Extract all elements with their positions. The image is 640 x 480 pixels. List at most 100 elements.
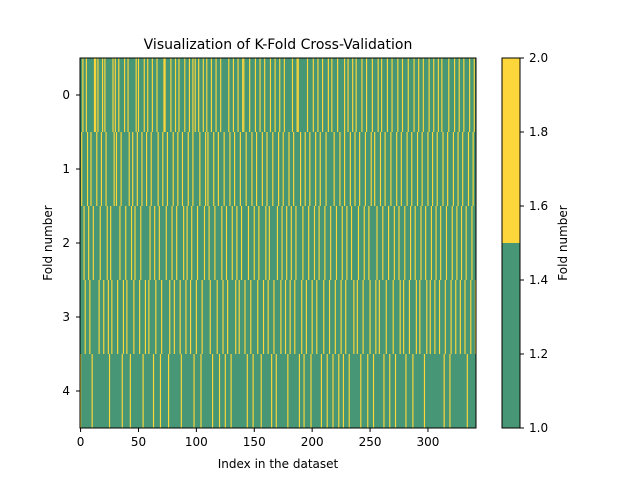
fold-4-cell-25 [108, 354, 111, 428]
fold-1-cell-31 [115, 132, 118, 206]
fold-3-cell-20 [103, 280, 105, 354]
fold-0-cell-113 [210, 58, 212, 132]
fold-0-cell-21 [104, 58, 106, 132]
fold-1-cell-268 [390, 132, 392, 206]
fold-4-cell-223 [338, 354, 340, 428]
fold-2-cell-202 [313, 206, 316, 280]
fold-2-cell-92 [186, 206, 188, 280]
fold-0-cell-121 [220, 58, 222, 132]
fold-4-cell-213 [326, 354, 328, 428]
fold-4-cell-189 [298, 354, 300, 428]
fold-3-cell-302 [429, 280, 431, 354]
fold-0-cell-58 [147, 58, 149, 132]
fold-0-cell-257 [377, 58, 379, 132]
fold-1-cell-300 [427, 132, 429, 206]
fold-1-cell-29 [113, 132, 115, 206]
fold-1-cell-171 [278, 132, 280, 206]
fold-2-cell-139 [240, 206, 243, 280]
fold-0-cell-187 [296, 58, 298, 132]
fold-1-cell-18 [100, 132, 102, 206]
fold-1-cell-152 [256, 132, 258, 206]
fold-1-cell-80 [172, 132, 174, 206]
colorbar-tick-label: 1.8 [529, 125, 548, 139]
fold-0-cell-19 [102, 58, 104, 132]
fold-3-cell-177 [284, 280, 287, 354]
fold-2-cell-303 [430, 206, 432, 280]
fold-3-cell-37 [122, 280, 124, 354]
fold-0-cell-99 [194, 58, 196, 132]
fold-3-cell-16 [98, 280, 100, 354]
fold-0-cell-260 [381, 58, 383, 132]
fold-2-cell-44 [130, 206, 133, 280]
fold-0-cell-82 [174, 58, 177, 132]
fold-2-cell-261 [382, 206, 384, 280]
fold-0-cell-292 [418, 58, 420, 132]
fold-3-cell-77 [169, 280, 171, 354]
fold-2-cell-131 [231, 206, 233, 280]
fold-0-cell-269 [391, 58, 393, 132]
fold-3-cell-46 [133, 280, 135, 354]
fold-0-cell-283 [407, 58, 409, 132]
fold-2-cell-11 [92, 206, 94, 280]
fold-1-cell-241 [359, 132, 361, 206]
colorbar-tick-label: 1.6 [529, 199, 548, 213]
fold-2-cell-150 [253, 206, 255, 280]
fold-3-cell-341 [474, 280, 476, 354]
fold-3-cell-220 [334, 280, 336, 354]
fold-3-cell-225 [340, 280, 342, 354]
fold-3-cell-81 [173, 280, 175, 354]
fold-2-cell-329 [460, 206, 463, 280]
fold-3-cell-118 [216, 280, 218, 354]
fold-1-cell-251 [370, 132, 372, 206]
fold-3-cell-32 [117, 280, 119, 354]
fold-0-cell-136 [237, 58, 239, 132]
fold-4-cell-169 [275, 354, 277, 428]
fold-3-cell-200 [311, 280, 313, 354]
fold-1-cell-110 [207, 132, 209, 206]
y-tick-label: 3 [62, 310, 70, 324]
fold-2-cell-294 [420, 206, 422, 280]
fold-0-cell-15 [97, 58, 99, 132]
heatmap-plot-area [80, 58, 476, 428]
fold-4-cell-248 [367, 354, 369, 428]
fold-0-cell-278 [401, 58, 404, 132]
fold-0-cell-209 [322, 58, 324, 132]
fold-1-cell-295 [421, 132, 423, 206]
fold-2-cell-101 [196, 206, 199, 280]
fold-3-cell-134 [235, 280, 237, 354]
fold-2-cell-197 [308, 206, 310, 280]
fold-0-cell-85 [178, 58, 180, 132]
fold-1-cell-22 [105, 132, 107, 206]
fold-0-cell-38 [124, 58, 126, 132]
fold-3-cell-306 [434, 280, 436, 354]
fold-2-cell-47 [134, 206, 136, 280]
fold-0-cell-274 [397, 58, 399, 132]
fold-0-cell-97 [192, 58, 194, 132]
fold-4-cell-104 [200, 354, 202, 428]
fold-1-cell-219 [333, 132, 335, 206]
fold-0-cell-55 [143, 58, 145, 132]
fold-3-cell-320 [450, 280, 452, 354]
fold-3-cell-185 [294, 280, 296, 354]
fold-2-cell-338 [471, 206, 473, 280]
fold-3-cell-264 [385, 280, 387, 354]
fold-4-cell-334 [466, 354, 468, 428]
fold-4-cell-272 [394, 354, 397, 428]
fold-3-cell-191 [301, 280, 303, 354]
y-tick-label: 1 [62, 162, 70, 176]
fold-1-cell-124 [223, 132, 225, 206]
fold-4-cell-69 [159, 354, 162, 428]
fold-3-cell-210 [323, 280, 325, 354]
fold-2-cell-170 [276, 206, 278, 280]
fold-3-cell-181 [289, 280, 291, 354]
fold-2-cell-285 [410, 206, 412, 280]
fold-1-cell-115 [213, 132, 215, 206]
fold-0-cell-132 [232, 58, 234, 132]
fold-2-cell-280 [404, 206, 406, 280]
fold-2-cell-249 [368, 206, 370, 280]
fold-2-cell-64 [154, 206, 156, 280]
fold-3-cell-8 [89, 280, 91, 354]
fold-2-cell-230 [346, 206, 348, 280]
fold-4-cell-281 [405, 354, 407, 428]
fold-1-cell-103 [199, 132, 201, 206]
